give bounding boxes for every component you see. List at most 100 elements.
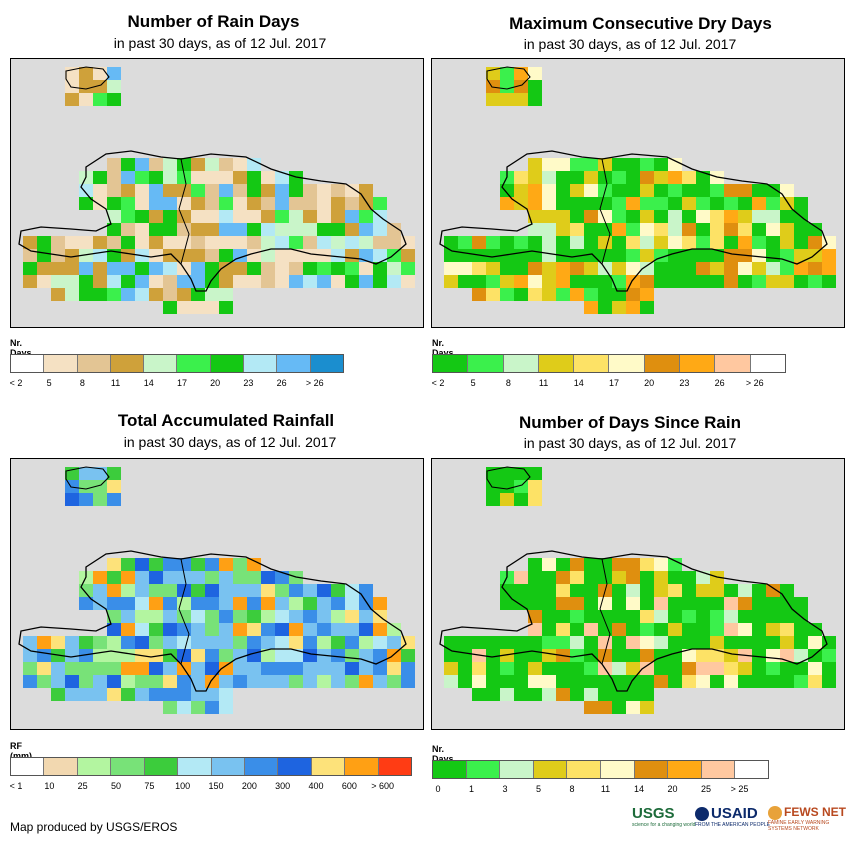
grid-cell [261,623,275,636]
days-since-rain-subtitle: in past 30 days, as of 12 Jul. 2017 [523,435,737,451]
grid-cell [163,662,177,675]
grid-cell [640,210,654,223]
grid-cell [79,236,93,249]
usaid-logo: USAID FROM THE AMERICAN PEOPLE [695,805,770,828]
grid-cell [542,688,556,701]
grid-cell [668,649,682,662]
grid-cell [401,675,415,688]
grid-cell [37,675,51,688]
legend-tick-label: 10 [44,781,55,791]
grid-cell [177,275,191,288]
grid-cell [570,236,584,249]
grid-cell [458,636,472,649]
grid-cell [135,571,149,584]
grid-cell [93,688,107,701]
grid-cell [654,597,668,610]
grid-cell [794,223,808,236]
grid-cell [598,558,612,571]
legend-tick-label: 5 [535,784,542,794]
grid-cell [724,236,738,249]
grid-cell [233,275,247,288]
legend-swatch [178,758,212,775]
grid-cell [640,688,654,701]
grid-cell [458,662,472,675]
grid-cell [163,262,177,275]
grid-cell [37,275,51,288]
legend-swatch [433,355,469,372]
grid-cell [401,649,415,662]
grid-cell [654,223,668,236]
days-since-rain-map [431,458,845,730]
grid-cell [500,584,514,597]
grid-cell [584,558,598,571]
grid-cell [500,288,514,301]
grid-cell [261,584,275,597]
grid-cell [205,275,219,288]
grid-cell [570,158,584,171]
grid-cell [149,184,163,197]
grid-cell [654,662,668,675]
grid-cell [444,275,458,288]
grid-cell [598,158,612,171]
grid-cell [233,675,247,688]
grid-cell [780,610,794,623]
grid-cell [556,223,570,236]
legend-swatch [311,758,346,775]
grid-cell [710,675,724,688]
grid-cell [345,610,359,623]
grid-cell [612,558,626,571]
grid-cell [107,223,121,236]
legend-swatch [77,758,112,775]
grid-cell [331,649,345,662]
grid-cell [724,597,738,610]
grid-cell [822,662,836,675]
grid-cell [486,662,500,675]
grid-cell [584,701,598,714]
legend-swatch [533,761,568,778]
grid-cell [107,675,121,688]
grid-cell [331,610,345,623]
grid-cell [79,649,93,662]
grid-cell [401,262,415,275]
grid-cell [500,275,514,288]
grid-cell [626,197,640,210]
grid-cell [654,236,668,249]
grid-cell [359,662,373,675]
grid-cell [79,80,93,93]
grid-cell [163,636,177,649]
grid-cell [247,249,261,262]
grid-cell [149,236,163,249]
grid-cell [219,197,233,210]
grid-cell [556,571,570,584]
grid-cell [738,675,752,688]
dry-days-subtitle: in past 30 days, as of 12 Jul. 2017 [523,36,737,52]
grid-cell [752,262,766,275]
grid-cell [275,197,289,210]
grid-cell [514,636,528,649]
grid-cell [500,262,514,275]
grid-cell [808,636,822,649]
grid-cell [556,236,570,249]
grid-cell [205,249,219,262]
grid-cell [163,158,177,171]
grid-cell [724,262,738,275]
legend-tick-label: 14 [143,378,154,388]
grid-cell [387,636,401,649]
grid-cell [682,210,696,223]
grid-cell [668,610,682,623]
grid-cell [780,636,794,649]
grid-cell [598,675,612,688]
grid-cell [219,275,233,288]
grid-cell [191,636,205,649]
grid-cell [93,184,107,197]
grid-cell [626,636,640,649]
grid-cell [163,288,177,301]
legend-tick-label: < 1 [9,781,23,791]
grid-cell [556,184,570,197]
grid-cell [640,597,654,610]
grid-cell [542,649,556,662]
grid-cell [794,262,808,275]
grid-cell [373,262,387,275]
grid-cell [780,662,794,675]
grid-cell [205,223,219,236]
